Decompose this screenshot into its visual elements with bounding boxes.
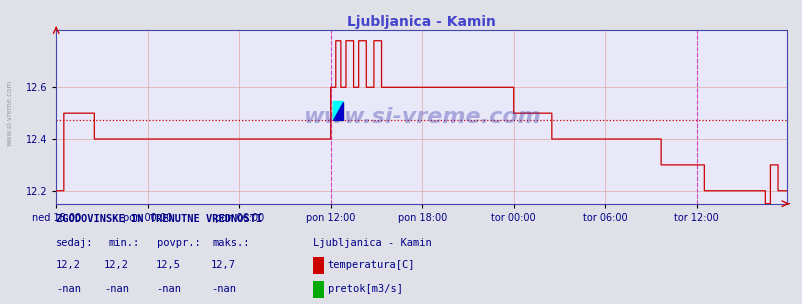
Text: Ljubljanica - Kamin: Ljubljanica - Kamin [313,238,431,248]
Title: Ljubljanica - Kamin: Ljubljanica - Kamin [346,15,496,29]
Text: 12,5: 12,5 [156,260,181,270]
Text: povpr.:: povpr.: [156,238,200,248]
Text: 12,2: 12,2 [55,260,81,270]
Text: -nan: -nan [55,284,81,294]
Text: -nan: -nan [103,284,129,294]
Text: temperatura[C]: temperatura[C] [327,260,415,270]
Text: www.si-vreme.com: www.si-vreme.com [6,79,13,146]
Polygon shape [333,102,343,120]
Text: 12,2: 12,2 [103,260,129,270]
Text: pretok[m3/s]: pretok[m3/s] [327,284,402,294]
Text: sedaj:: sedaj: [56,238,94,248]
Polygon shape [333,102,343,120]
Polygon shape [333,102,343,120]
Text: -nan: -nan [156,284,181,294]
Text: www.si-vreme.com: www.si-vreme.com [302,107,540,127]
Text: 12,7: 12,7 [210,260,236,270]
Text: ZGODOVINSKE IN TRENUTNE VREDNOSTI: ZGODOVINSKE IN TRENUTNE VREDNOSTI [56,214,262,224]
Text: min.:: min.: [108,238,140,248]
Text: maks.:: maks.: [213,238,250,248]
Text: -nan: -nan [210,284,236,294]
